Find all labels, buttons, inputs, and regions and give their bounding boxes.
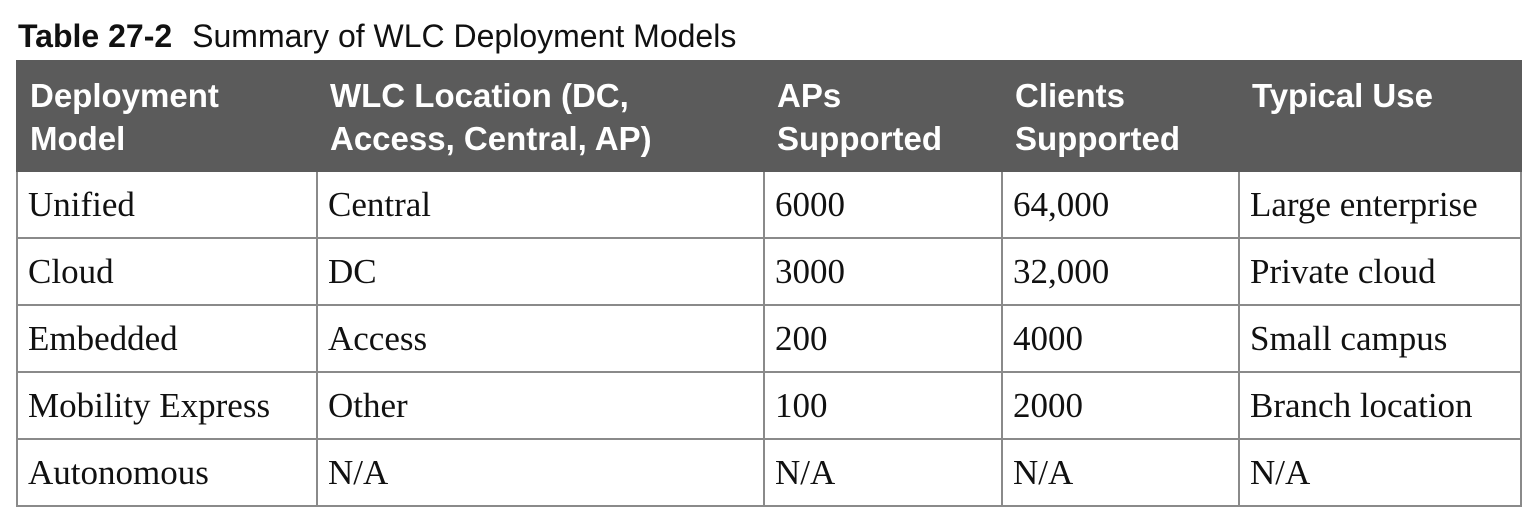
header-row: Deployment Model WLC Location (DC, Acces… (16, 60, 1522, 172)
table-row: Cloud DC 3000 32,000 Private cloud (16, 237, 1522, 306)
cell-wlc-location: Central (316, 170, 765, 239)
table-caption: Table 27-2 Summary of WLC Deployment Mode… (18, 14, 736, 58)
cell-clients-supported: 2000 (1001, 371, 1240, 440)
cell-typical-use: Large enterprise (1238, 170, 1522, 239)
cell-wlc-location: DC (316, 237, 765, 306)
table-number: Table 27-2 (18, 18, 173, 54)
table-row: Embedded Access 200 4000 Small campus (16, 304, 1522, 373)
cell-clients-supported: 64,000 (1001, 170, 1240, 239)
table-row: Mobility Express Other 100 2000 Branch l… (16, 371, 1522, 440)
header-aps-supported: APs Supported (763, 60, 1003, 172)
cell-deployment-model: Mobility Express (16, 371, 318, 440)
cell-typical-use: Branch location (1238, 371, 1522, 440)
header-wlc-location: WLC Location (DC, Access, Central, AP) (316, 60, 765, 172)
table-row: Autonomous N/A N/A N/A N/A (16, 438, 1522, 507)
cell-typical-use: Private cloud (1238, 237, 1522, 306)
cell-clients-supported: 4000 (1001, 304, 1240, 373)
cell-wlc-location: Access (316, 304, 765, 373)
cell-typical-use: Small campus (1238, 304, 1522, 373)
header-typical-use: Typical Use (1238, 60, 1522, 172)
cell-clients-supported: 32,000 (1001, 237, 1240, 306)
table-title: Summary of WLC Deployment Models (192, 18, 737, 54)
cell-aps-supported: 3000 (763, 237, 1003, 306)
cell-typical-use: N/A (1238, 438, 1522, 507)
cell-deployment-model: Autonomous (16, 438, 318, 507)
header-clients-supported: Clients Supported (1001, 60, 1240, 172)
cell-deployment-model: Cloud (16, 237, 318, 306)
cell-aps-supported: N/A (763, 438, 1003, 507)
cell-deployment-model: Embedded (16, 304, 318, 373)
table-header: Deployment Model WLC Location (DC, Acces… (16, 60, 1522, 172)
table-body: Unified Central 6000 64,000 Large enterp… (16, 170, 1522, 507)
cell-aps-supported: 200 (763, 304, 1003, 373)
cell-wlc-location: N/A (316, 438, 765, 507)
header-deployment-model: Deployment Model (16, 60, 318, 172)
cell-aps-supported: 100 (763, 371, 1003, 440)
cell-clients-supported: N/A (1001, 438, 1240, 507)
cell-wlc-location: Other (316, 371, 765, 440)
cell-aps-supported: 6000 (763, 170, 1003, 239)
cell-deployment-model: Unified (16, 170, 318, 239)
table-row: Unified Central 6000 64,000 Large enterp… (16, 170, 1522, 239)
deployment-models-table: Deployment Model WLC Location (DC, Acces… (16, 60, 1522, 507)
